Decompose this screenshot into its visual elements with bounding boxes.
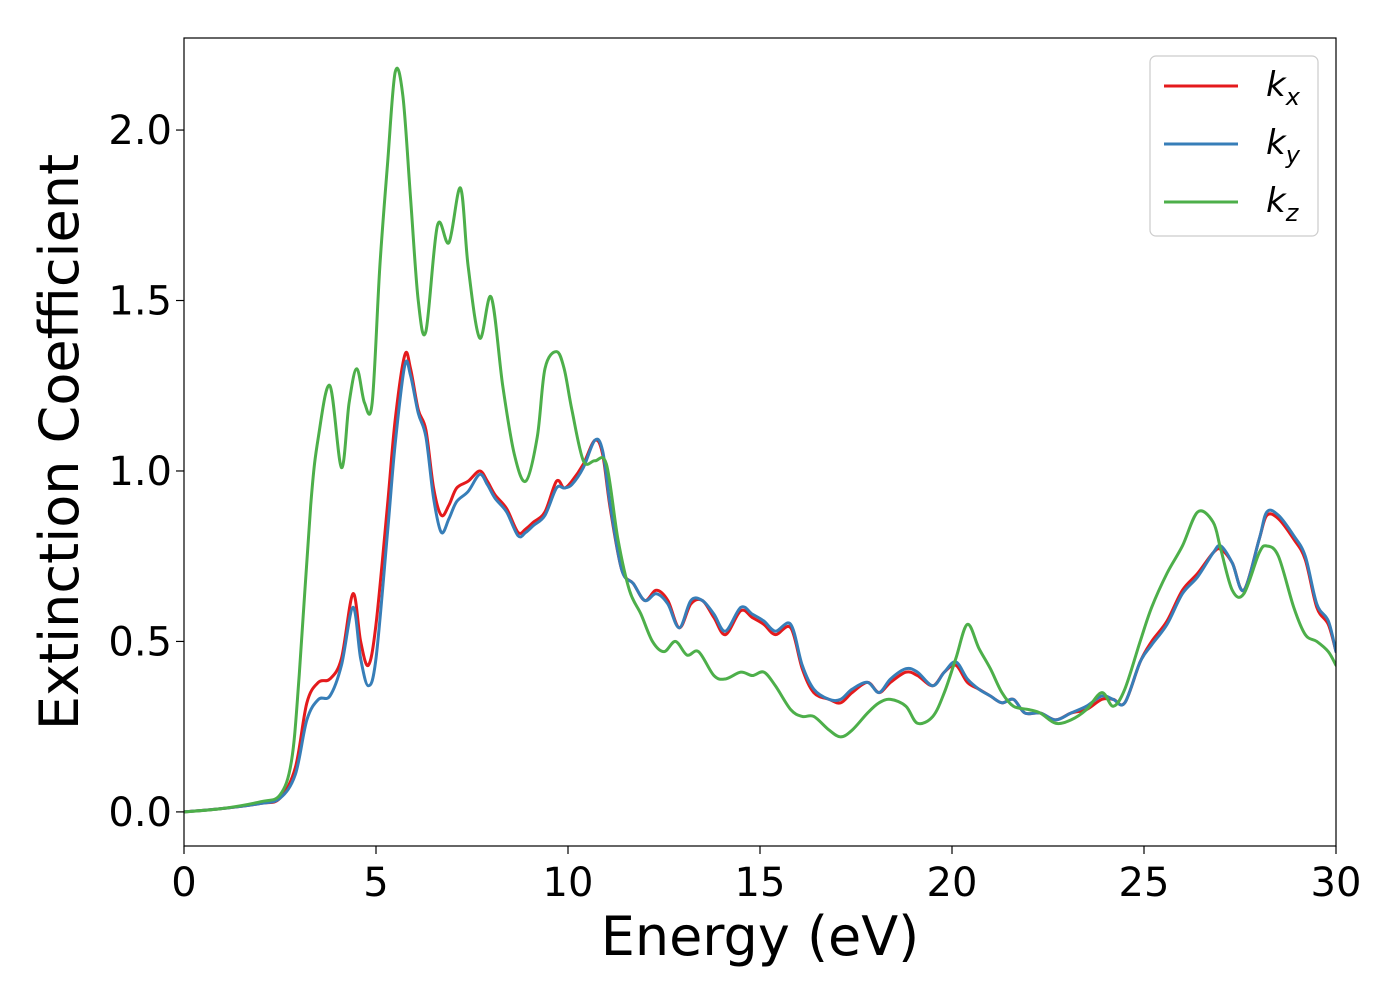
x-tick-label: 10 [543, 860, 594, 906]
legend-label-y: ky [1266, 123, 1301, 169]
legend-label-subscript: x [1285, 83, 1301, 111]
series-line-z [184, 66, 1336, 814]
y-tick-label: 2.0 [108, 108, 172, 154]
x-tick-label: 25 [1119, 860, 1170, 906]
legend-label-base: k [1266, 65, 1287, 105]
y-tick-label: 0.5 [108, 619, 172, 665]
x-axis-label: Energy (eV) [601, 905, 920, 968]
x-tick-label: 0 [171, 860, 196, 906]
x-tick-label: 20 [927, 860, 978, 906]
legend-label-z: kz [1266, 181, 1300, 227]
series-layer [184, 66, 1336, 814]
x-tick-label: 5 [363, 860, 388, 906]
y-tick-label: 1.5 [108, 279, 172, 325]
legend-label-subscript: y [1285, 141, 1301, 169]
legend-label-subscript: z [1285, 199, 1300, 227]
y-tick-label: 0.0 [108, 790, 172, 836]
legend-label-x: kx [1266, 65, 1301, 111]
series-line-y [184, 359, 1336, 814]
legend-label-base: k [1266, 181, 1287, 221]
x-tick-label: 15 [735, 860, 786, 906]
x-tick-label: 30 [1311, 860, 1362, 906]
x-axis-ticks: 0 5 10 15 20 25 30 [171, 846, 1361, 906]
y-axis-ticks: 0.0 0.5 1.0 1.5 2.0 [108, 108, 184, 836]
legend-box [1149, 55, 1319, 237]
legend-label-base: k [1266, 123, 1287, 163]
y-tick-label: 1.0 [108, 449, 172, 495]
y-axis-label: Extinction Coefficient [28, 154, 91, 730]
